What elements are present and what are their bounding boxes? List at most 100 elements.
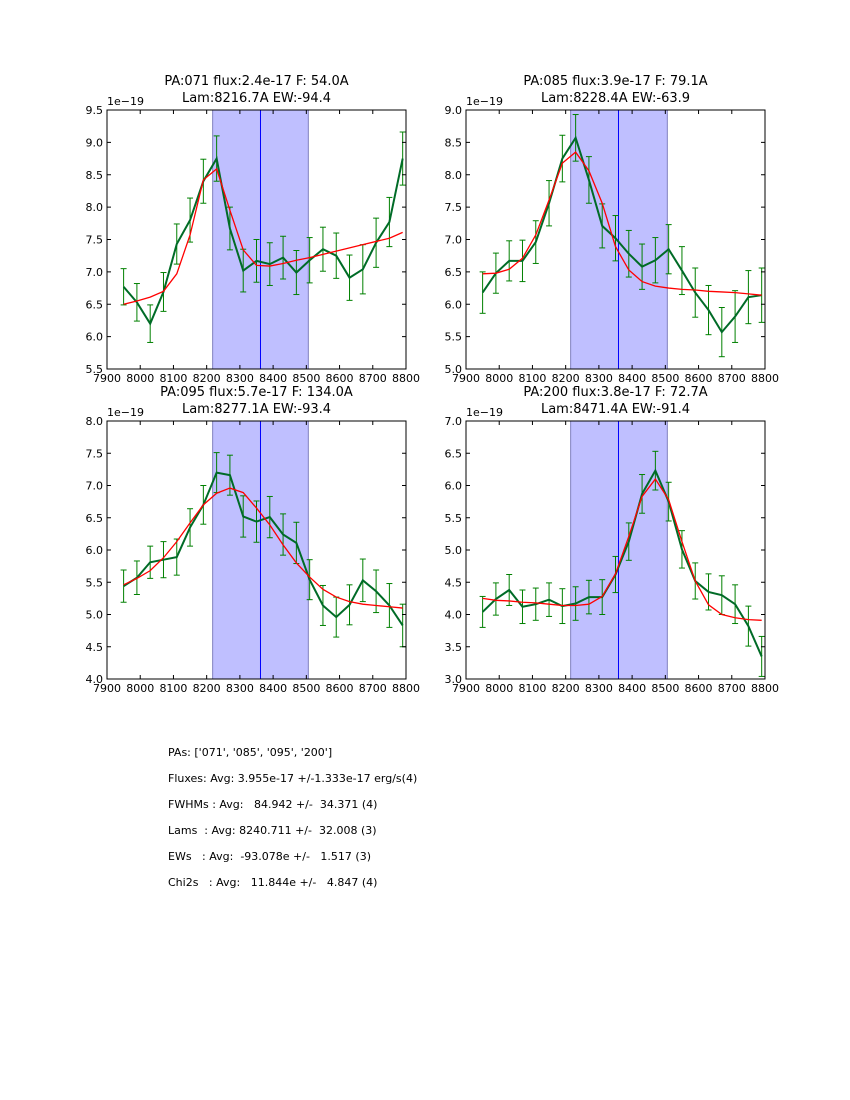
x-tick-label: 8300	[585, 682, 613, 695]
stats-fluxes: Fluxes: Avg: 3.955e-17 +/-1.333e-17 erg/…	[168, 772, 418, 785]
x-tick-label: 8700	[359, 682, 387, 695]
data-series-line	[481, 135, 762, 334]
y-tick-label: 8.5	[86, 169, 104, 182]
x-tick-label: 8700	[718, 372, 746, 385]
stats-pas: PAs: ['071', '085', '095', '200']	[168, 746, 333, 759]
x-tick-label: 7900	[93, 372, 121, 385]
x-tick-label: 8100	[518, 372, 546, 385]
x-tick-label: 8600	[326, 372, 354, 385]
subplot-3: PA:095 flux:5.7e-17 F: 134.0A Lam:8277.1A…	[86, 385, 421, 695]
x-tick-label: 8100	[159, 372, 187, 385]
y-offset-label: 1e−19	[466, 406, 503, 419]
x-tick-label: 8100	[159, 682, 187, 695]
plot-area	[479, 450, 765, 677]
plot-title-line2: Lam:8471.4A EW:-91.4	[541, 402, 690, 417]
x-tick-label: 8400	[618, 372, 646, 385]
x-tick-label: 8500	[651, 372, 679, 385]
y-tick-label: 6.5	[86, 512, 104, 525]
plot-title-line1: PA:085 flux:3.9e-17 F: 79.1A	[523, 74, 707, 89]
x-tick-label: 8400	[618, 682, 646, 695]
y-tick-label: 6.0	[86, 544, 104, 557]
x-tick-label: 8200	[193, 682, 221, 695]
x-tick-label: 8500	[651, 682, 679, 695]
y-tick-label: 5.5	[445, 331, 463, 344]
fit-series-line	[123, 487, 403, 609]
x-tick-label: 8300	[226, 682, 254, 695]
x-tick-label: 8000	[126, 372, 154, 385]
x-tick-label: 8400	[259, 372, 287, 385]
y-tick-label: 7.5	[86, 234, 104, 247]
x-tick-label: 8000	[485, 682, 513, 695]
x-tick-label: 8200	[552, 682, 580, 695]
y-tick-label: 4.5	[445, 576, 463, 589]
x-tick-label: 8000	[485, 372, 513, 385]
x-tick-label: 7900	[452, 372, 480, 385]
y-tick-label: 7.0	[86, 266, 104, 279]
y-tick-label: 5.5	[86, 576, 104, 589]
y-tick-label: 5.0	[445, 363, 463, 376]
fit-series-line	[123, 167, 403, 305]
plot-title-line2: Lam:8277.1A EW:-93.4	[182, 402, 331, 417]
subplot-4: PA:200 flux:3.8e-17 F: 72.7A Lam:8471.4A …	[445, 385, 780, 695]
subplot-2: PA:085 flux:3.9e-17 F: 79.1A Lam:8228.4A …	[445, 74, 780, 385]
y-tick-label: 6.0	[445, 480, 463, 493]
y-offset-label: 1e−19	[466, 95, 503, 108]
subplot-1: PA:071 flux:2.4e-17 F: 54.0A Lam:8216.7A …	[86, 74, 421, 385]
x-tick-label: 8700	[718, 682, 746, 695]
x-tick-label: 8200	[193, 372, 221, 385]
y-tick-label: 7.0	[86, 480, 104, 493]
y-tick-label: 3.5	[445, 641, 463, 654]
x-tick-label: 8300	[585, 372, 613, 385]
stats-ews: EWs : Avg: -93.078e +/- 1.517 (3)	[168, 850, 371, 863]
x-tick-label: 8100	[518, 682, 546, 695]
x-tick-label: 8400	[259, 682, 287, 695]
y-tick-label: 6.5	[445, 266, 463, 279]
x-tick-label: 8200	[552, 372, 580, 385]
stats-chi2s: Chi2s : Avg: 11.844e +/- 4.847 (4)	[168, 876, 378, 889]
x-tick-label: 8500	[292, 372, 320, 385]
y-tick-label: 8.0	[445, 169, 463, 182]
y-tick-label: 6.0	[86, 331, 104, 344]
x-tick-label: 8800	[392, 372, 420, 385]
y-tick-label: 3.0	[445, 673, 463, 686]
y-tick-label: 6.5	[86, 298, 104, 311]
x-tick-label: 7900	[452, 682, 480, 695]
x-tick-label: 8800	[751, 372, 779, 385]
plot-title-line1: PA:095 flux:5.7e-17 F: 134.0A	[160, 385, 353, 400]
plot-area	[120, 131, 406, 343]
y-tick-label: 9.0	[445, 104, 463, 117]
y-tick-label: 6.5	[445, 447, 463, 460]
y-offset-label: 1e−19	[107, 406, 144, 419]
x-tick-label: 8600	[326, 682, 354, 695]
x-tick-label: 8300	[226, 372, 254, 385]
x-tick-label: 8500	[292, 682, 320, 695]
y-tick-label: 8.0	[86, 201, 104, 214]
plot-area	[479, 114, 765, 358]
y-tick-label: 7.5	[445, 201, 463, 214]
y-tick-label: 8.5	[445, 136, 463, 149]
y-tick-label: 5.5	[86, 363, 104, 376]
y-tick-label: 5.5	[445, 512, 463, 525]
fit-series-line	[482, 477, 762, 621]
plot-title-line2: Lam:8216.7A EW:-94.4	[182, 91, 331, 106]
x-tick-label: 8600	[685, 372, 713, 385]
y-tick-label: 7.0	[445, 415, 463, 428]
y-tick-label: 4.0	[445, 609, 463, 622]
x-tick-label: 8000	[126, 682, 154, 695]
y-offset-label: 1e−19	[107, 95, 144, 108]
y-tick-label: 6.0	[445, 298, 463, 311]
y-tick-label: 7.0	[445, 234, 463, 247]
y-tick-label: 4.0	[86, 673, 104, 686]
y-tick-label: 9.0	[86, 136, 104, 149]
x-tick-label: 8800	[392, 682, 420, 695]
data-series-line	[123, 471, 404, 627]
y-tick-label: 9.5	[86, 104, 104, 117]
y-tick-label: 5.0	[445, 544, 463, 557]
x-tick-label: 8800	[751, 682, 779, 695]
stats-fwhms: FWHMs : Avg: 84.942 +/- 34.371 (4)	[168, 798, 378, 811]
x-tick-label: 8600	[685, 682, 713, 695]
data-series-line	[481, 468, 763, 657]
y-tick-label: 5.0	[86, 609, 104, 622]
stats-lams: Lams : Avg: 8240.711 +/- 32.008 (3)	[168, 824, 377, 837]
